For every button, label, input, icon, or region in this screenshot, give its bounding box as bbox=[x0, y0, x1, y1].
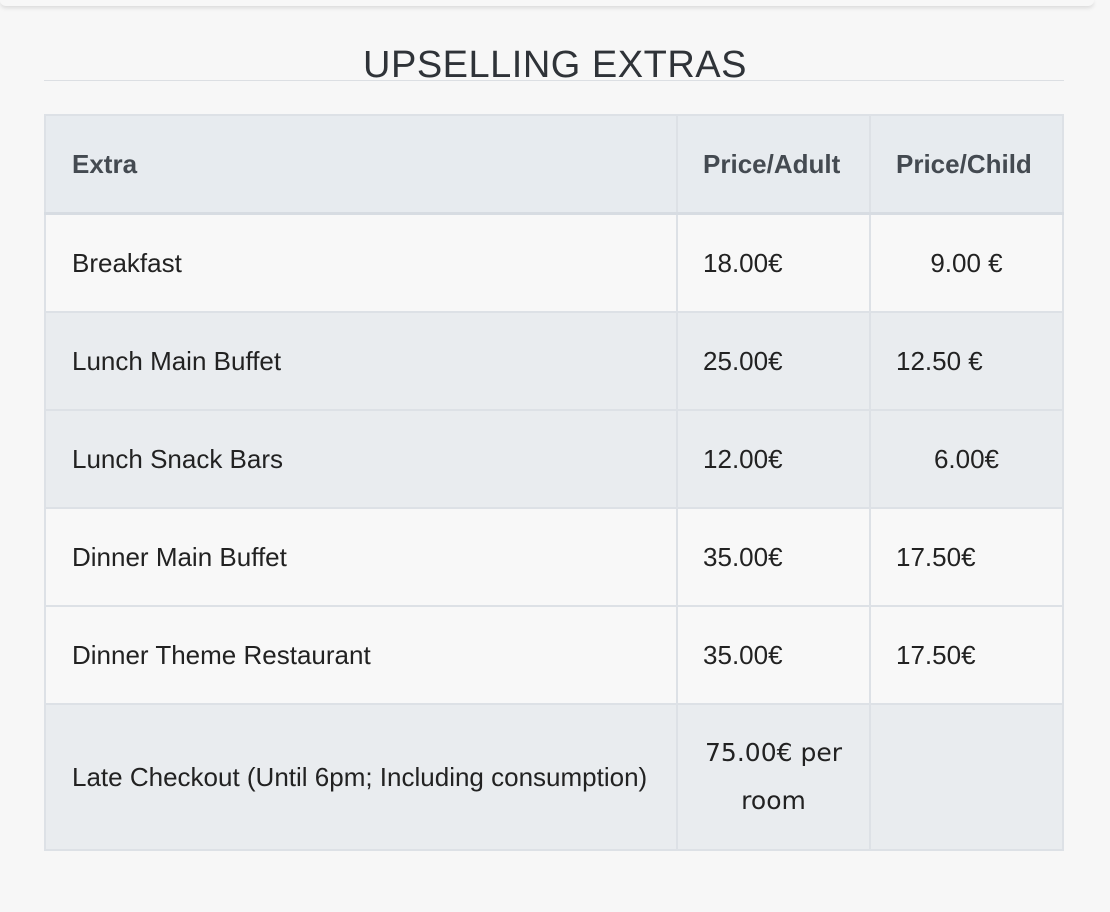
price-adult: 35.00€ bbox=[676, 507, 871, 607]
price-adult-cell: 75.00€ per room bbox=[676, 703, 871, 851]
extras-table: Extra Price/Adult Price/Child Breakfast … bbox=[43, 114, 1064, 851]
price-child bbox=[869, 703, 1064, 851]
table-row: Lunch Snack Bars 12.00€ 6.00€ bbox=[43, 409, 1064, 509]
price-child: 6.00€ bbox=[869, 409, 1064, 509]
price-child: 12.50 € bbox=[869, 311, 1064, 411]
column-header-price-adult: Price/Adult bbox=[676, 114, 871, 215]
table-row: Late Checkout (Until 6pm; Including cons… bbox=[43, 703, 1064, 851]
column-header-price-child: Price/Child bbox=[869, 114, 1064, 215]
page-title: UPSELLING EXTRAS bbox=[363, 44, 747, 87]
title-divider bbox=[44, 80, 1064, 81]
price-adult: 75.00€ per room bbox=[705, 738, 842, 815]
extra-name: Dinner Theme Restaurant bbox=[43, 605, 679, 705]
table-row: Dinner Theme Restaurant 35.00€ 17.50€ bbox=[43, 605, 1064, 705]
price-adult: 12.00€ bbox=[676, 409, 871, 509]
price-adult: 35.00€ bbox=[676, 605, 871, 705]
price-adult: 18.00€ bbox=[676, 212, 871, 313]
price-child: 17.50€ bbox=[869, 605, 1064, 705]
column-header-extra: Extra bbox=[43, 114, 679, 215]
extra-name: Lunch Main Buffet bbox=[43, 311, 679, 411]
header-shadow bbox=[0, 0, 1094, 6]
table-row: Dinner Main Buffet 35.00€ 17.50€ bbox=[43, 507, 1064, 607]
extra-name: Late Checkout (Until 6pm; Including cons… bbox=[43, 703, 679, 851]
extra-name: Lunch Snack Bars bbox=[43, 409, 679, 509]
table-header-row: Extra Price/Adult Price/Child bbox=[43, 114, 1064, 215]
table-row: Lunch Main Buffet 25.00€ 12.50 € bbox=[43, 311, 1064, 411]
price-adult: 25.00€ bbox=[676, 311, 871, 411]
table-row: Breakfast 18.00€ 9.00 € bbox=[43, 212, 1064, 313]
extra-name: Dinner Main Buffet bbox=[43, 507, 679, 607]
extra-name: Breakfast bbox=[43, 212, 679, 313]
price-child: 9.00 € bbox=[869, 212, 1064, 313]
price-child: 17.50€ bbox=[869, 507, 1064, 607]
